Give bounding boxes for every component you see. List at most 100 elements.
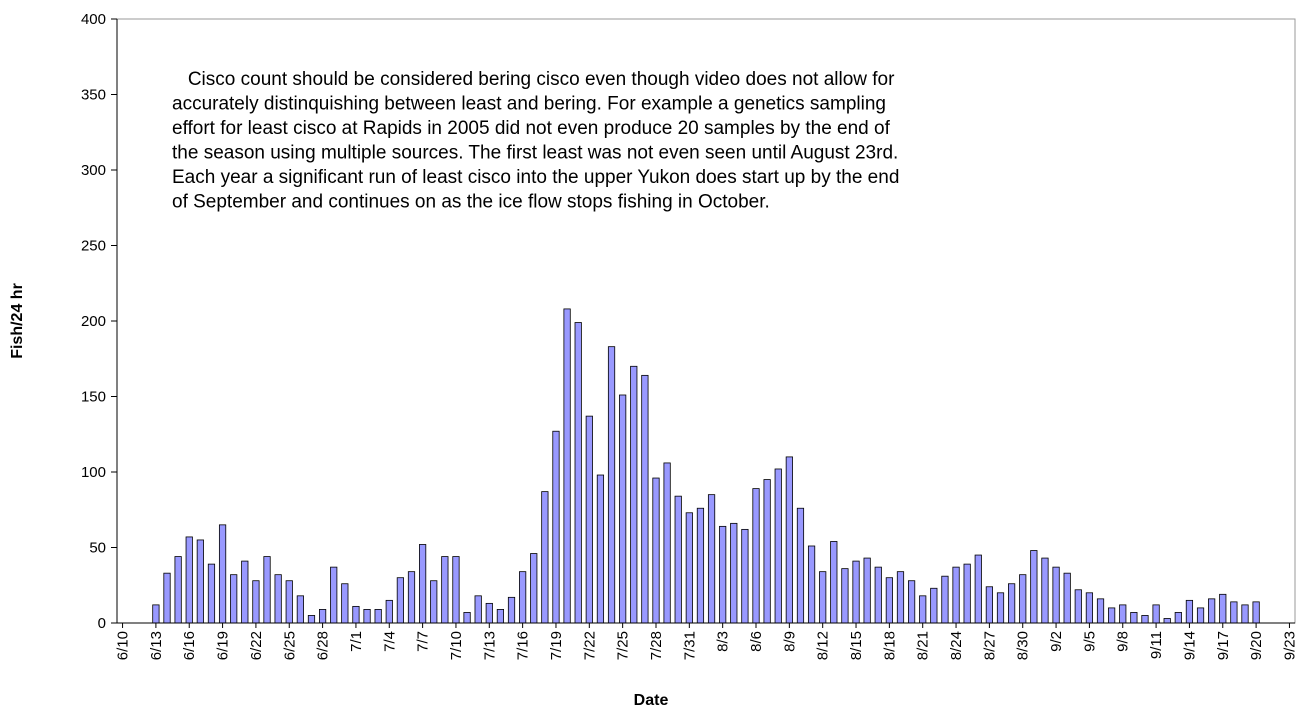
bar (1074, 589, 1082, 624)
bar (218, 524, 227, 624)
bar (352, 605, 360, 624)
bar (1008, 583, 1016, 624)
bar (730, 522, 738, 624)
bar (574, 322, 582, 624)
x-tick-label: 9/5 (1081, 631, 1098, 652)
x-tick-label: 9/2 (1048, 631, 1065, 652)
bar (1152, 604, 1160, 624)
bar (407, 571, 416, 624)
x-tick-label: 7/10 (448, 631, 465, 660)
bar (907, 580, 916, 624)
bar (807, 545, 816, 624)
bar (241, 560, 249, 624)
x-tick-label: 8/3 (715, 631, 732, 652)
bar (585, 415, 593, 624)
x-tick-label: 6/22 (248, 631, 265, 660)
bar (1174, 612, 1182, 624)
bar (396, 577, 404, 624)
x-tick-label: 9/11 (1148, 631, 1165, 659)
x-tick-label: 7/4 (381, 631, 398, 652)
bar (674, 495, 682, 624)
y-tick-label: 100 (81, 464, 106, 481)
bar (541, 491, 549, 624)
bar (752, 488, 760, 624)
bar (1252, 601, 1260, 624)
bar (919, 595, 927, 624)
bar (1108, 607, 1116, 624)
x-tick-label: 6/19 (215, 631, 232, 660)
y-tick-label: 50 (89, 540, 106, 557)
bar (1096, 598, 1105, 624)
bar (385, 599, 393, 624)
bar (852, 560, 860, 624)
bar (1219, 593, 1227, 624)
x-tick-label: 6/13 (148, 631, 165, 660)
y-axis-title: Fish/24 hr (9, 283, 26, 359)
x-tick-label: 8/24 (948, 631, 965, 660)
bar (885, 577, 893, 624)
bar (207, 563, 216, 624)
bar (474, 595, 482, 624)
bar (341, 583, 349, 624)
bar (663, 462, 671, 624)
bar (185, 536, 193, 624)
bar (374, 609, 382, 624)
bar (530, 553, 538, 624)
x-tick-label: 8/18 (881, 631, 898, 660)
bar (685, 512, 693, 624)
bar (1163, 618, 1171, 624)
bar (1019, 574, 1027, 624)
bar (1230, 601, 1238, 624)
x-axis-title: Date (634, 692, 669, 709)
bar (1041, 557, 1049, 624)
y-tick-label: 400 (81, 11, 106, 28)
bar (1208, 598, 1216, 624)
bar (430, 580, 438, 624)
bar (607, 346, 616, 624)
x-tick-label: 9/14 (1181, 631, 1198, 660)
bar (363, 609, 371, 624)
bar (1185, 599, 1194, 624)
bar (485, 602, 493, 624)
bar (741, 528, 749, 624)
x-tick-label: 6/16 (181, 631, 198, 660)
x-tick-label: 6/28 (315, 631, 332, 660)
x-tick-label: 8/15 (848, 631, 865, 660)
bar (874, 566, 882, 624)
bar (230, 574, 238, 624)
bar (774, 468, 782, 624)
x-tick-label: 6/25 (281, 631, 298, 660)
bar (985, 586, 993, 624)
bar (896, 571, 905, 624)
bar (763, 479, 771, 624)
bar (641, 374, 649, 624)
bar (1119, 604, 1127, 624)
x-tick-label: 8/21 (915, 631, 932, 660)
annotation-line: the season using multiple sources. The f… (172, 143, 898, 164)
y-tick-label: 350 (81, 87, 106, 104)
bar (941, 575, 949, 624)
y-tick-label: 200 (81, 313, 106, 330)
x-tick-label: 7/28 (648, 631, 665, 660)
annotation-line: effort for least cisco at Rapids in 2005… (172, 118, 891, 139)
x-tick-label: 7/16 (515, 631, 532, 660)
bar (930, 587, 938, 624)
bar (330, 566, 338, 624)
x-tick-label: 7/31 (681, 631, 698, 660)
bar (285, 580, 293, 624)
bar (563, 308, 571, 624)
bar (974, 554, 982, 624)
bar (252, 580, 260, 624)
bar (1130, 612, 1138, 624)
y-tick-label: 150 (81, 389, 106, 406)
bar (419, 544, 427, 624)
x-tick-label: 7/19 (548, 631, 565, 660)
bar (596, 474, 605, 624)
y-tick-label: 300 (81, 162, 106, 179)
x-tick-label: 7/1 (348, 631, 365, 652)
bar (496, 609, 505, 624)
annotation-line: Each year a significant run of least cis… (172, 167, 899, 188)
y-tick-label: 250 (81, 238, 106, 255)
